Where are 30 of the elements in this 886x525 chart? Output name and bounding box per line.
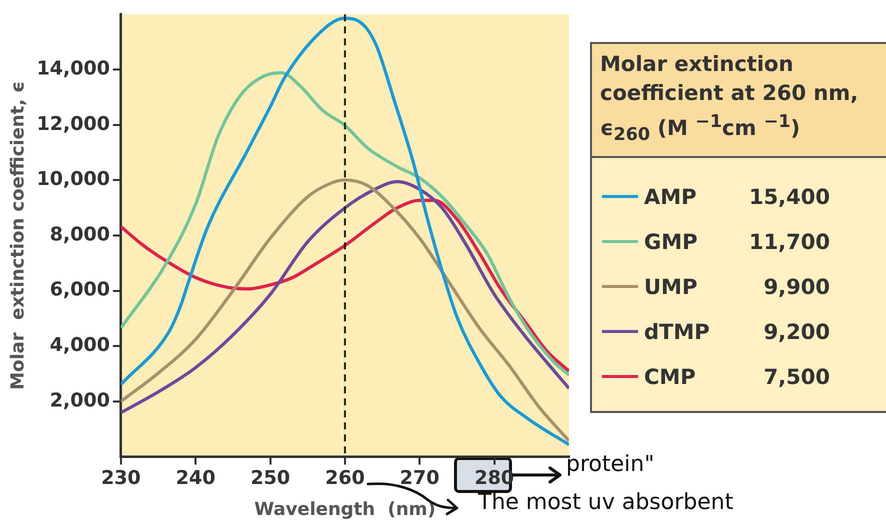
y-tick-label: 14,000 — [36, 58, 110, 80]
y-tick-label: 12,000 — [36, 112, 110, 135]
annotation: protein" — [566, 452, 654, 477]
legend-label: UMP — [644, 274, 698, 299]
text: 9,200 — [762, 320, 830, 344]
x-axis-title: Wavelength (nm) — [254, 498, 436, 520]
text: 11,700 — [748, 230, 830, 254]
text: 9,900 — [762, 274, 830, 299]
text: The most uv absorbent — [478, 490, 734, 515]
legend-label: CMP — [644, 364, 697, 389]
line-series — [120, 198, 569, 373]
x-tick-label: 230 — [101, 466, 141, 489]
text: 7,500 — [762, 364, 830, 389]
x-tick-label: 250 — [250, 466, 290, 489]
y-tick-label: 8,000 — [50, 223, 110, 246]
y-tick-label: 2,000 — [50, 389, 110, 412]
legend-label: AMP — [644, 184, 698, 209]
y-tick-label: 4,000 — [50, 334, 110, 356]
x-tick-label: 240 — [176, 466, 216, 489]
legend-label: dTMP — [644, 320, 711, 344]
text: Molar extinction coefficient at 260 nm, ϵ$_{260}$ (M $^{−1}$cm $^{−1}$) — [600, 52, 858, 146]
y-tick-label: 6,000 — [50, 278, 110, 301]
y-axis-title: Molar extinction coefficient, ϵ — [7, 81, 28, 390]
text: 15,400 — [748, 184, 830, 209]
x-tick-label: 260 — [325, 466, 365, 489]
y-tick-label: 10,000 — [36, 168, 110, 190]
line-series — [120, 71, 569, 377]
x-tick-label: 270 — [400, 466, 440, 489]
legend-label: GMP — [644, 230, 699, 254]
line-series — [120, 16, 569, 446]
